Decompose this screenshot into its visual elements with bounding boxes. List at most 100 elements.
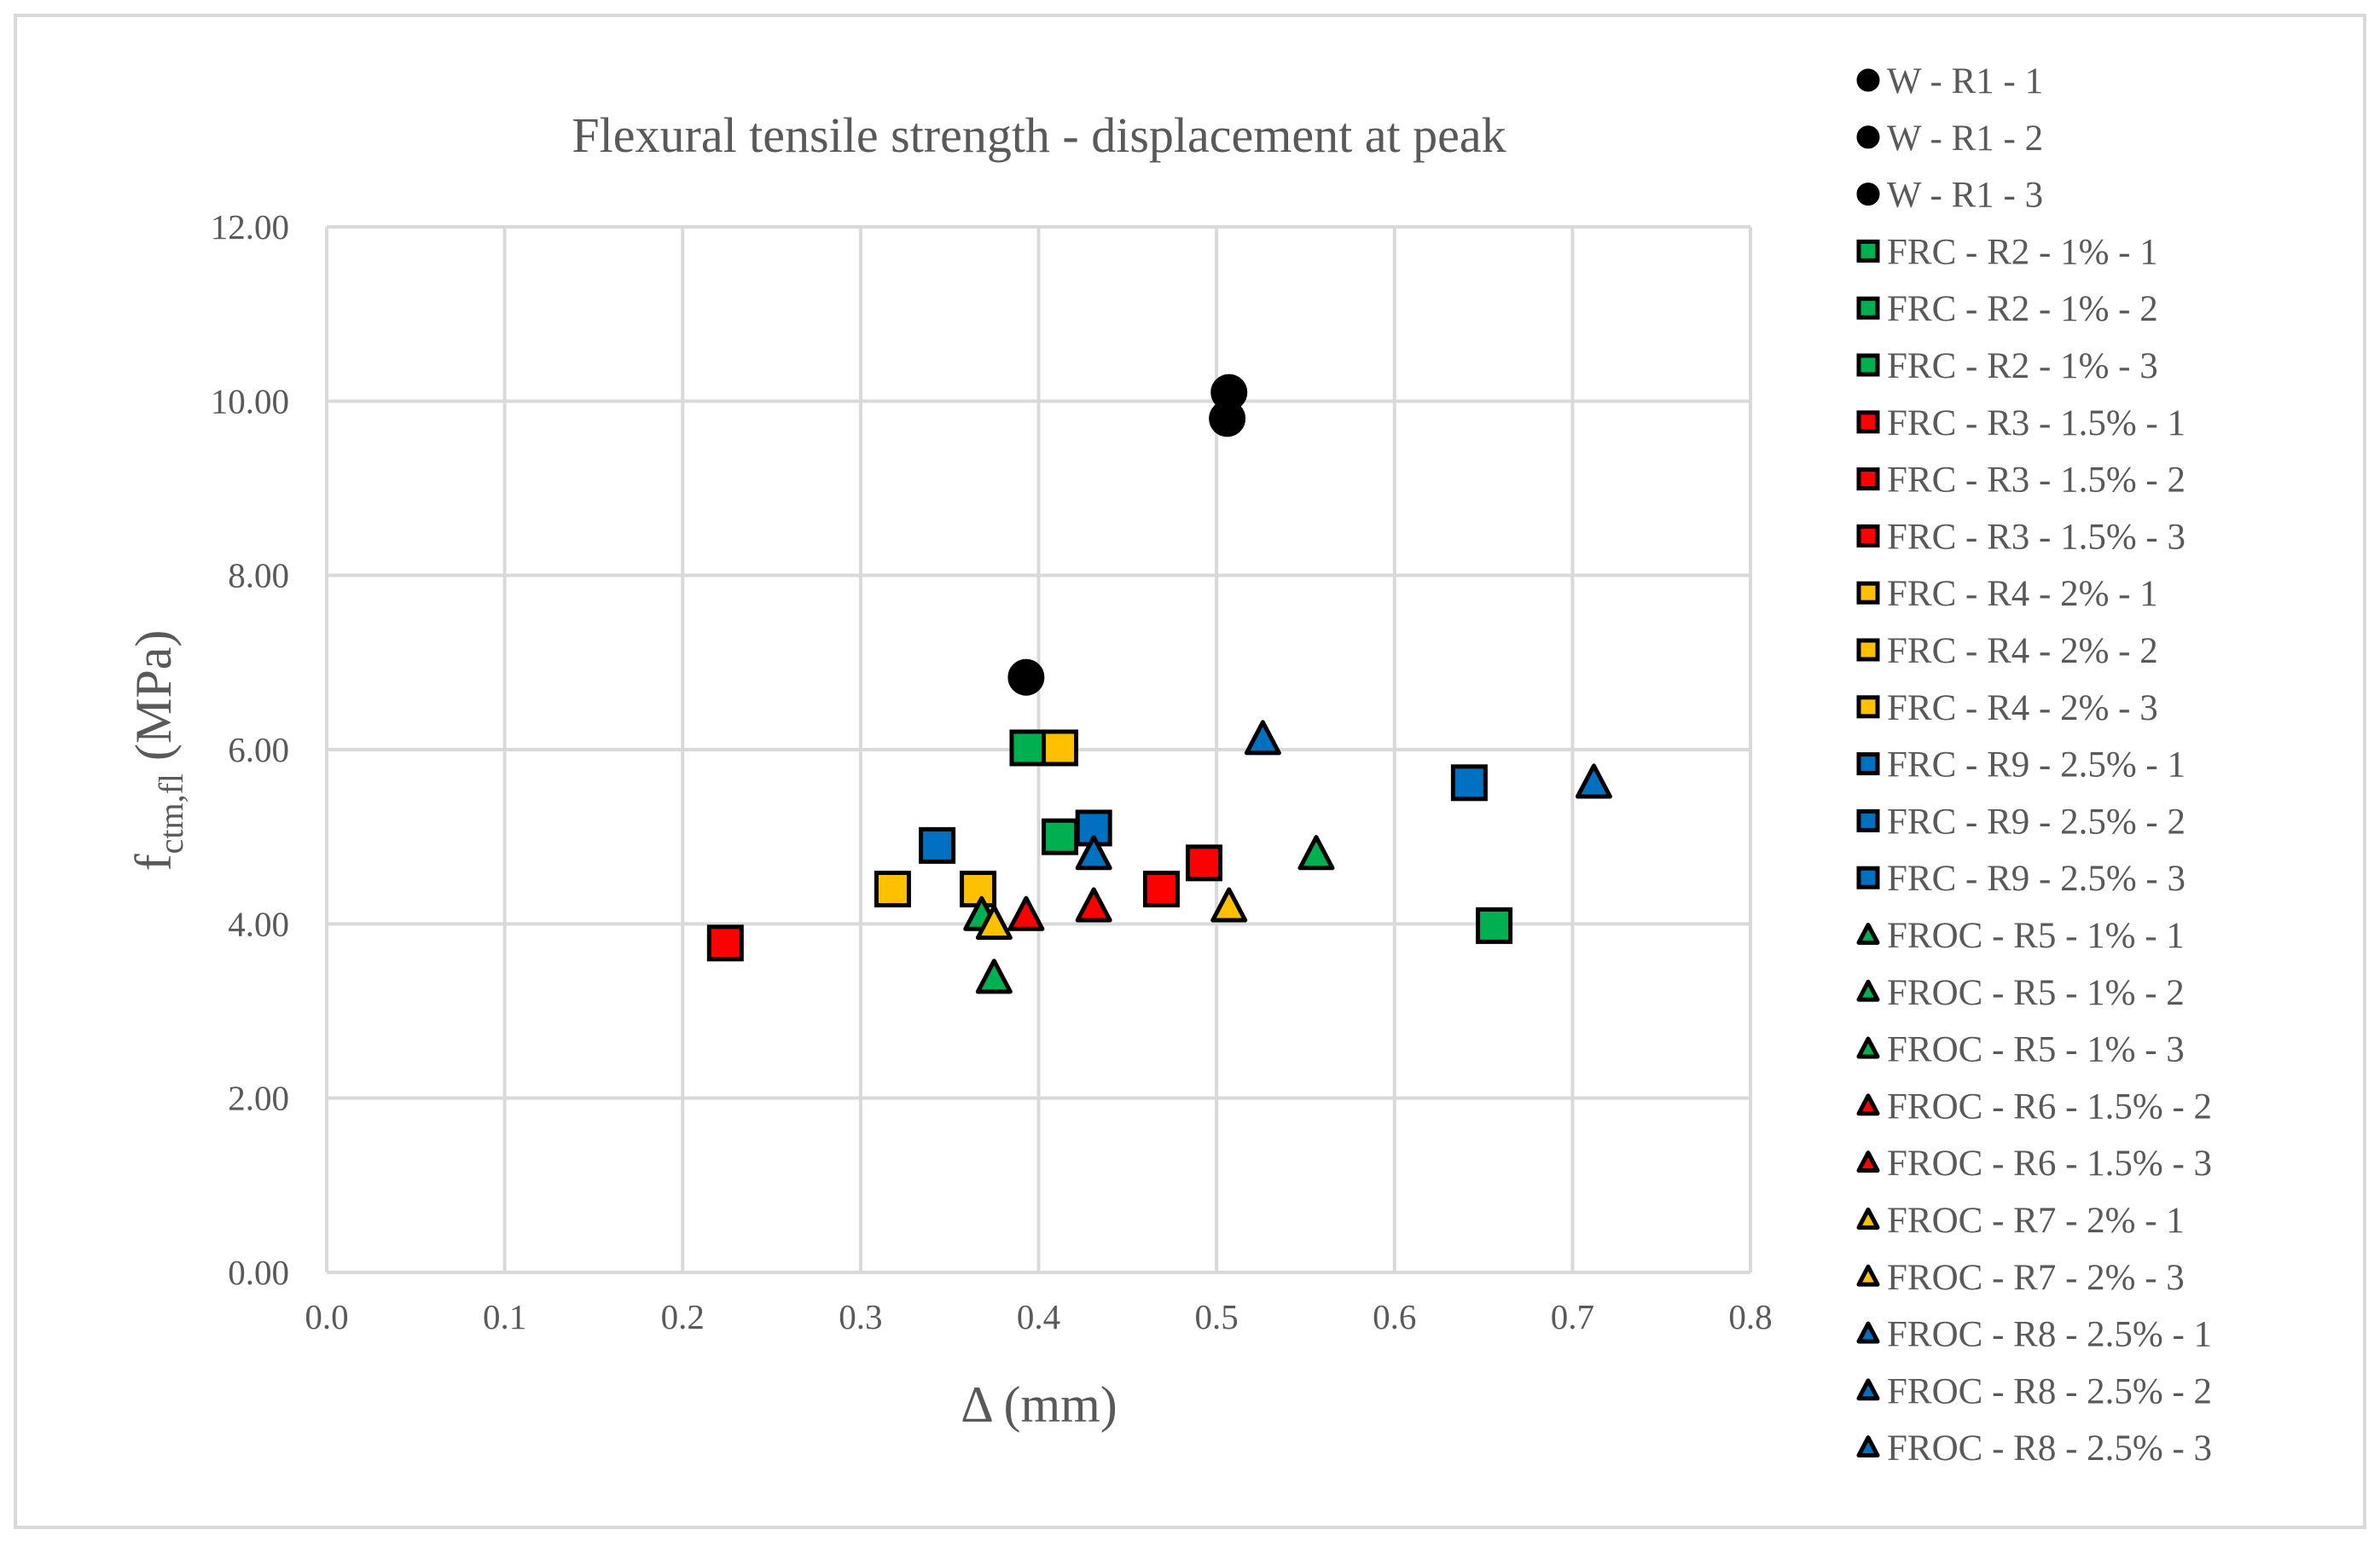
legend-label: W - R1 - 1 <box>1887 61 2043 101</box>
triangle-point <box>975 904 1013 940</box>
legend-marker <box>1856 410 1880 434</box>
square-point <box>1142 870 1180 907</box>
axes <box>325 227 1750 1274</box>
legend-label: W - R1 - 2 <box>1887 119 2043 159</box>
legend-label: FROC - R8 - 2.5% - 1 <box>1887 1315 2212 1355</box>
x-tick-label: 0.3 <box>839 1297 882 1336</box>
legend-label: FROC - R5 - 1% - 3 <box>1887 1030 2185 1070</box>
x-tick-label: 0.4 <box>1017 1297 1060 1336</box>
square-point <box>919 826 956 864</box>
legend-marker <box>1856 866 1880 889</box>
legend-label: FRC - R2 - 1% - 3 <box>1887 346 2158 386</box>
legend-marker <box>1856 1321 1880 1344</box>
legend-marker <box>1856 1378 1880 1401</box>
x-axis-title: Δ (mm) <box>961 1376 1117 1433</box>
y-tick-label: 0.00 <box>228 1253 289 1292</box>
square-point <box>1450 764 1488 802</box>
circle-point <box>1007 658 1045 696</box>
square-point <box>1476 907 1513 944</box>
legend-marker <box>1856 524 1880 548</box>
legend-label: W - R1 - 3 <box>1887 176 2043 216</box>
legend-marker <box>1856 68 1880 92</box>
legend-label: FRC - R3 - 1.5% - 2 <box>1887 461 2186 501</box>
legend-marker <box>1856 581 1880 605</box>
legend-label: FRC - R4 - 2% - 2 <box>1887 631 2158 671</box>
legend-label: FRC - R4 - 2% - 3 <box>1887 688 2158 728</box>
legend-label: FROC - R7 - 2% - 1 <box>1887 1201 2185 1241</box>
triangle-point <box>975 959 1013 994</box>
y-axis-title: fctm,fl (MPa) <box>125 630 190 872</box>
legend-marker <box>1856 695 1880 719</box>
legend-label: FRC - R4 - 2% - 1 <box>1887 574 2158 614</box>
legend-marker <box>1856 1207 1880 1230</box>
legend: W - R1 - 1 W - R1 - 2 W - R1 - 3 FRC - R2 -… <box>1856 61 2212 1469</box>
triangle-point <box>1575 763 1612 799</box>
tick-labels: 0.0 0.1 0.2 0.3 0.4 0.5 0.6 0.7 0.8 0.00 2.00 4.00 6… <box>211 207 1773 1336</box>
legend-marker <box>1856 808 1880 832</box>
legend-marker <box>1856 1150 1880 1173</box>
legend-label: FROC - R6 - 1.5% - 2 <box>1887 1086 2212 1127</box>
legend-marker <box>1856 1435 1880 1458</box>
legend-marker <box>1856 467 1880 491</box>
x-tick-label: 0.7 <box>1551 1297 1594 1336</box>
legend-marker <box>1856 638 1880 662</box>
y-axis-title-main: f <box>125 854 182 871</box>
legend-label: FRC - R3 - 1.5% - 3 <box>1887 517 2186 557</box>
legend-label: FROC - R6 - 1.5% - 3 <box>1887 1144 2212 1184</box>
legend-marker <box>1856 922 1880 945</box>
square-point <box>1009 729 1047 767</box>
legend-label: FRC - R9 - 2.5% - 3 <box>1887 859 2186 899</box>
y-axis-title-subscript: ctm,fl <box>152 774 190 854</box>
x-tick-label: 0.8 <box>1728 1297 1772 1336</box>
square-point <box>1186 844 1223 882</box>
legend-marker <box>1856 1093 1880 1116</box>
triangle-point <box>1007 895 1045 931</box>
legend-label: FROC - R5 - 1% - 1 <box>1887 916 2185 956</box>
circle-point <box>1210 374 1248 411</box>
legend-label: FRC - R2 - 1% - 2 <box>1887 289 2158 329</box>
legend-label: FROC - R8 - 2.5% - 3 <box>1887 1428 2212 1469</box>
triangle-point <box>1075 835 1112 871</box>
triangle-point <box>1210 887 1248 923</box>
square-point <box>1042 818 1079 855</box>
legend-marker <box>1856 752 1880 776</box>
legend-label: FROC - R8 - 2.5% - 2 <box>1887 1371 2212 1411</box>
legend-label: FROC - R7 - 2% - 3 <box>1887 1258 2185 1298</box>
legend-marker <box>1856 979 1880 1002</box>
data-points <box>706 374 1612 994</box>
y-tick-label: 8.00 <box>228 556 289 595</box>
legend-label: FROC - R5 - 1% - 2 <box>1887 973 2185 1013</box>
x-tick-label: 0.0 <box>305 1297 348 1336</box>
x-tick-label: 0.2 <box>661 1297 705 1336</box>
x-tick-label: 0.1 <box>483 1297 526 1336</box>
legend-label: FRC - R3 - 1.5% - 1 <box>1887 403 2186 443</box>
x-tick-label: 0.6 <box>1373 1297 1416 1336</box>
square-point <box>874 870 911 907</box>
x-tick-label: 0.5 <box>1195 1297 1239 1336</box>
y-tick-label: 2.00 <box>228 1079 289 1118</box>
chart-title: Flexural tensile strength - displacement… <box>572 107 1506 163</box>
legend-marker <box>1856 239 1880 263</box>
square-point <box>706 924 744 962</box>
square-point <box>1042 729 1079 767</box>
triangle-point <box>1075 887 1112 923</box>
y-axis-title-suffix: (MPa) <box>125 630 182 774</box>
y-tick-label: 4.00 <box>228 904 289 943</box>
legend-marker <box>1856 125 1880 149</box>
legend-label: FRC - R9 - 2.5% - 2 <box>1887 802 2186 842</box>
legend-label: FRC - R2 - 1% - 1 <box>1887 232 2158 272</box>
legend-marker <box>1856 1036 1880 1059</box>
triangle-point <box>1297 835 1335 871</box>
y-tick-label: 6.00 <box>228 730 289 769</box>
legend-marker <box>1856 296 1880 320</box>
legend-label: FRC - R9 - 2.5% - 1 <box>1887 745 2186 785</box>
legend-marker <box>1856 1264 1880 1287</box>
y-tick-label: 10.00 <box>211 381 289 420</box>
chart-border <box>14 14 2366 1529</box>
triangle-point <box>1244 720 1281 756</box>
legend-marker <box>1856 353 1880 377</box>
y-tick-label: 12.00 <box>211 207 289 246</box>
legend-marker <box>1856 183 1880 206</box>
